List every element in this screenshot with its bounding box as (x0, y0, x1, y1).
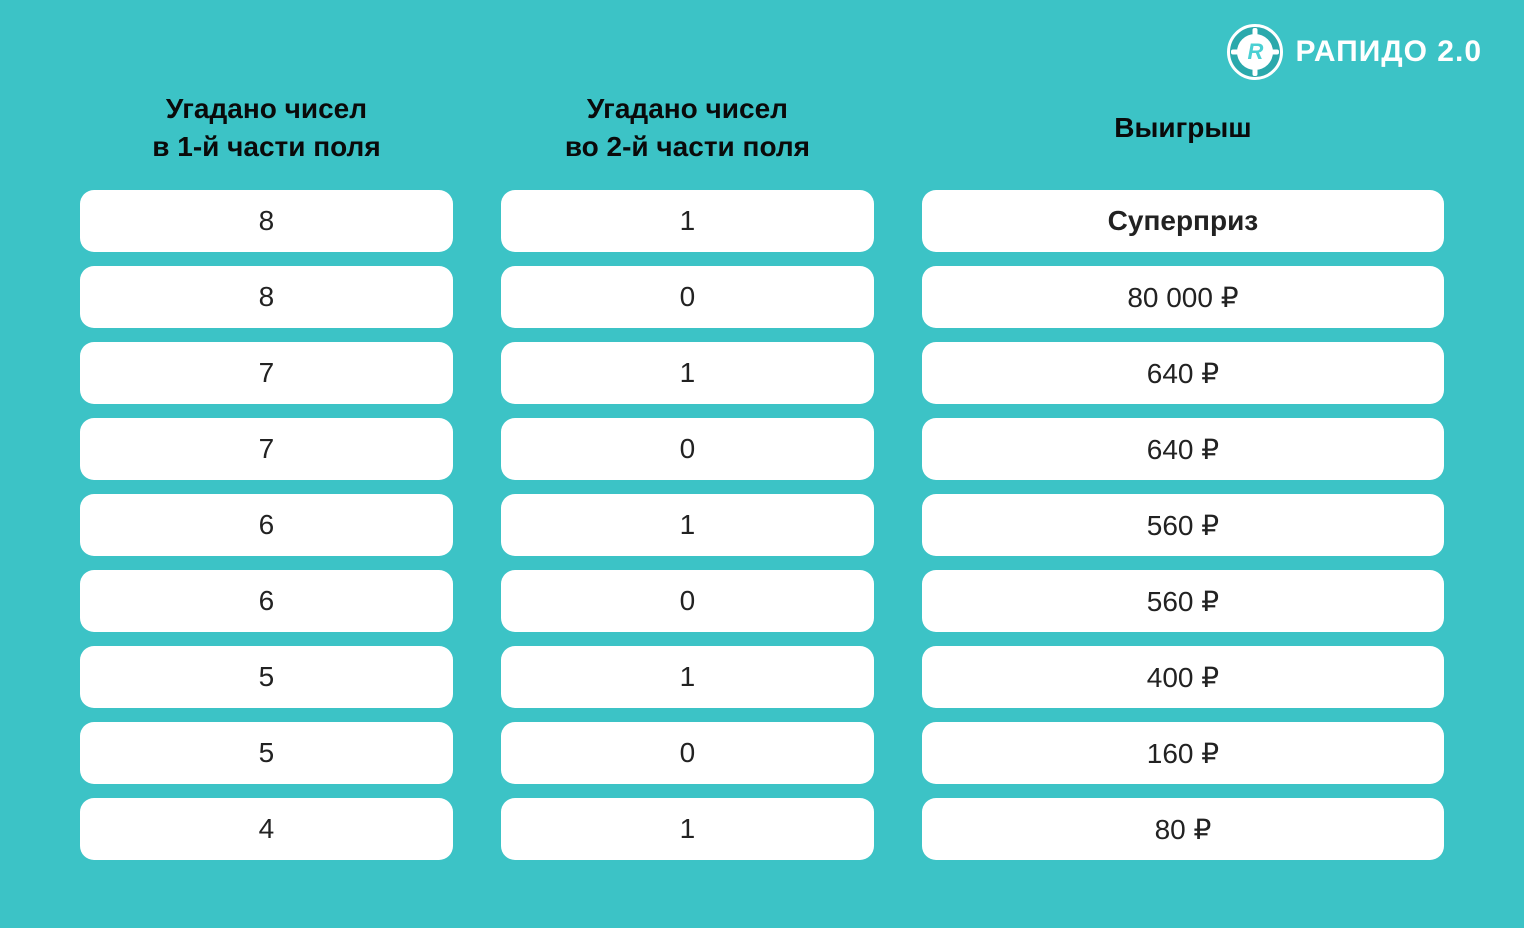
table-cell: 7 (80, 418, 453, 480)
header-field2: Угадано чисел во 2-й части поля (501, 84, 874, 172)
table-cell: 0 (501, 722, 874, 784)
table-cell: 5 (80, 646, 453, 708)
col-field1: Угадано чисел в 1-й части поля 8 8 7 7 6… (80, 84, 453, 874)
table-cell: 1 (501, 646, 874, 708)
table-cell: 560 ₽ (922, 494, 1444, 556)
table-cell: Суперприз (922, 190, 1444, 252)
table-cell: 0 (501, 418, 874, 480)
chip-letter: R (1237, 34, 1273, 70)
brand-name: РАПИДО 2.0 (1295, 35, 1482, 69)
col-field2: Угадано чисел во 2-й части поля 1 0 1 0 … (501, 84, 874, 874)
table-cell: 7 (80, 342, 453, 404)
table-cell: 1 (501, 190, 874, 252)
table-cell: 400 ₽ (922, 646, 1444, 708)
brand-logo: R РАПИДО 2.0 (1227, 24, 1482, 80)
table-cell: 8 (80, 190, 453, 252)
table-cell: 0 (501, 266, 874, 328)
table-cell: 80 000 ₽ (922, 266, 1444, 328)
table-cell: 80 ₽ (922, 798, 1444, 860)
table-cell: 1 (501, 798, 874, 860)
table-cell: 5 (80, 722, 453, 784)
table-cell: 8 (80, 266, 453, 328)
table-cell: 640 ₽ (922, 342, 1444, 404)
chip-icon: R (1227, 24, 1283, 80)
table-cell: 1 (501, 342, 874, 404)
prize-table: Угадано чисел в 1-й части поля 8 8 7 7 6… (80, 84, 1444, 874)
col-prize: Выигрыш Суперприз 80 000 ₽ 640 ₽ 640 ₽ 5… (922, 84, 1444, 874)
table-cell: 1 (501, 494, 874, 556)
table-cell: 0 (501, 570, 874, 632)
table-cell: 6 (80, 494, 453, 556)
table-cell: 4 (80, 798, 453, 860)
table-cell: 560 ₽ (922, 570, 1444, 632)
table-cell: 160 ₽ (922, 722, 1444, 784)
header-prize: Выигрыш (922, 84, 1444, 172)
table-cell: 6 (80, 570, 453, 632)
header-field1: Угадано чисел в 1-й части поля (80, 84, 453, 172)
table-cell: 640 ₽ (922, 418, 1444, 480)
